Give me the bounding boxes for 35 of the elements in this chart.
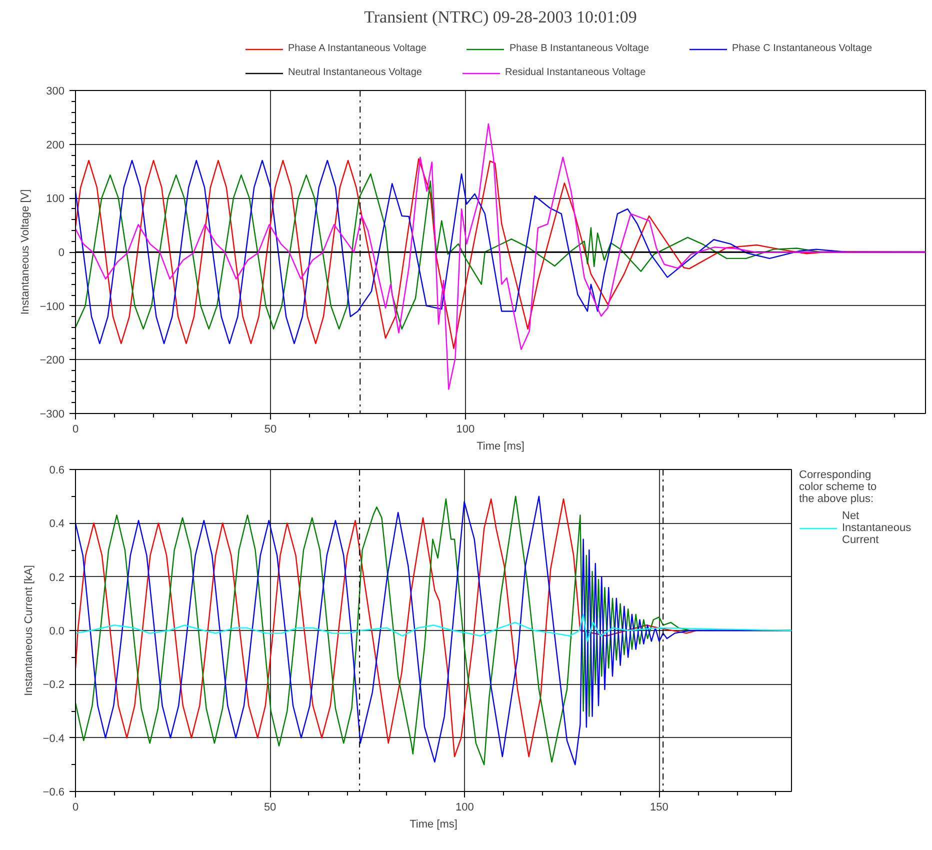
legend-label: Phase A Instantaneous Voltage bbox=[288, 43, 426, 54]
legend-label: Residual Instantaneous Voltage bbox=[504, 67, 646, 78]
y-tick-label: −100 bbox=[40, 300, 65, 313]
line-series bbox=[76, 123, 926, 390]
x-tick-label: 0 bbox=[72, 424, 79, 436]
y-tick-label: −0.4 bbox=[42, 732, 65, 745]
y-tick-label: 0 bbox=[58, 247, 65, 259]
y-tick-label: 300 bbox=[46, 86, 65, 98]
y-tick-label: 0.4 bbox=[49, 518, 65, 530]
y-tick-label: 0.6 bbox=[49, 464, 65, 476]
x-tick-label: 150 bbox=[650, 802, 668, 814]
legend-label: Phase B Instantaneous Voltage bbox=[509, 43, 650, 54]
legend-label: Neutral Instantaneous Voltage bbox=[288, 67, 422, 78]
y-tick-label: 200 bbox=[46, 139, 65, 152]
x-axis-title: Time [ms] bbox=[410, 818, 458, 830]
x-tick-label: 100 bbox=[456, 424, 475, 436]
y-tick-label: 0.0 bbox=[49, 626, 65, 638]
legend-label: Net Instantaneous Current bbox=[842, 510, 912, 546]
chart-title: Transient (NTRC) 09-28-2003 10:01:09 bbox=[364, 8, 637, 26]
line-series bbox=[76, 614, 792, 642]
x-tick-label: 0 bbox=[72, 802, 79, 814]
y-tick-label: 0.2 bbox=[49, 572, 65, 584]
y-tick-label: −200 bbox=[40, 354, 65, 367]
y-axis-title: Instantaneous Voltage [V] bbox=[20, 189, 32, 315]
y-axis-title: Instantaneous Current [kA] bbox=[22, 565, 35, 696]
y-tick-label: −0.6 bbox=[42, 786, 65, 798]
y-tick-label: −0.2 bbox=[42, 679, 65, 692]
legend-label: Phase C Instantaneous Voltage bbox=[732, 43, 872, 54]
x-tick-label: 100 bbox=[455, 802, 474, 814]
x-axis-title: Time [ms] bbox=[476, 440, 524, 452]
y-tick-label: 100 bbox=[46, 193, 65, 206]
x-tick-label: 50 bbox=[264, 802, 276, 814]
legend-title: Corresponding color scheme to the above plus: bbox=[799, 469, 878, 505]
y-tick-label: −300 bbox=[40, 408, 65, 420]
x-tick-label: 50 bbox=[264, 424, 277, 436]
